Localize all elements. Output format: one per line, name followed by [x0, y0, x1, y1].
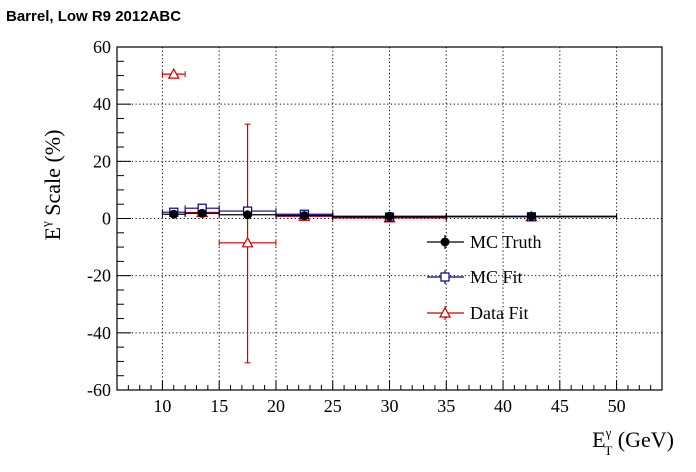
y-tick-label: 20 [93, 151, 111, 171]
axis-tick-labels: 10 15 20 25 30 35 40 45 50 -60 -40 -20 0 20 40 60 [87, 37, 626, 416]
x-tick-label: 50 [608, 396, 626, 416]
data-series [161, 67, 618, 364]
x-tick-label: 15 [210, 396, 228, 416]
y-tick-label: -20 [87, 266, 111, 286]
legend-marker [440, 272, 450, 282]
data-point [218, 210, 277, 220]
x-axis-label-sup: γ [605, 425, 612, 440]
y-tick-label: -40 [87, 323, 111, 343]
x-axis-label-unit: (GeV) [612, 427, 674, 452]
plot-title: Barrel, Low R9 2012ABC [6, 8, 181, 25]
legend-entry-data-fit: Data Fit [427, 303, 529, 323]
data-point [275, 211, 334, 221]
point-marker [167, 67, 180, 79]
data-point [161, 209, 186, 219]
legend-entry-mc-fit: MC Fit [427, 267, 523, 287]
x-tick-label: 20 [267, 396, 285, 416]
series-mc-truth [161, 208, 618, 221]
x-tick-label: 35 [437, 396, 455, 416]
point-marker [197, 208, 207, 218]
legend-label: MC Truth [470, 232, 542, 252]
point-marker [299, 211, 309, 221]
y-tick-label: 60 [93, 37, 111, 57]
point-marker [243, 210, 253, 220]
legend-marker [438, 306, 452, 318]
y-axis-label-sup: γ [38, 221, 53, 228]
y-axis-label: Eγ Scale (%) [38, 130, 65, 241]
x-tick-label: 40 [494, 396, 512, 416]
data-point [445, 211, 618, 221]
data-point [161, 67, 186, 79]
legend-entry-mc-truth: MC Truth [427, 232, 542, 252]
point-marker [385, 211, 394, 221]
axis-ticks [116, 46, 663, 391]
y-axis-label-main: E [40, 227, 65, 240]
y-tick-label: -60 [87, 380, 111, 400]
x-axis-label-main: E [592, 427, 605, 452]
data-point [218, 123, 277, 364]
x-axis-label: Eγ T (GeV) [592, 425, 674, 458]
x-tick-label: 25 [324, 396, 342, 416]
legend-marker [440, 237, 450, 247]
legend-label: MC Fit [470, 267, 523, 287]
y-tick-label: 0 [102, 209, 111, 229]
x-tick-label: 30 [381, 396, 399, 416]
y-axis-label-rest: Scale (%) [40, 130, 65, 222]
point-marker [169, 209, 179, 219]
y-tick-label: 40 [93, 94, 111, 114]
x-tick-label: 10 [153, 396, 171, 416]
data-point [332, 211, 447, 221]
legend-label: Data Fit [470, 303, 529, 323]
point-marker [526, 211, 536, 221]
x-tick-label: 45 [551, 396, 569, 416]
x-axis-label-sub: T [604, 443, 612, 458]
legend: MC Truth MC Fit Data Fit [427, 232, 542, 323]
grid [117, 47, 662, 390]
data-point [184, 208, 220, 218]
point-marker [241, 236, 254, 248]
